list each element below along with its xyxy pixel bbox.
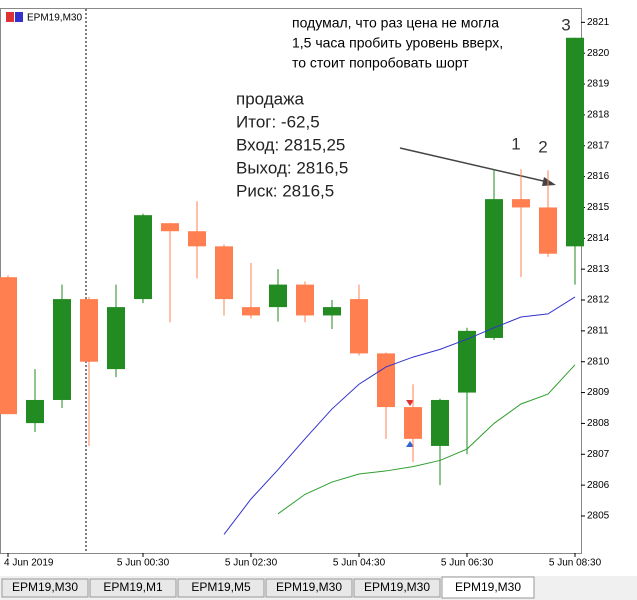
note-text: то стоит попробовать шорт [292, 55, 469, 71]
sell-arrow [406, 400, 414, 406]
candle-body [107, 307, 125, 370]
candle-body [242, 307, 260, 316]
y-tick-label: 2810 [587, 356, 610, 367]
tab [441, 576, 535, 599]
x-tick-label: 5 Jun 06:30 [441, 558, 494, 569]
y-tick-label: 2821 [587, 17, 610, 28]
candle-body [512, 199, 530, 208]
y-tick-label: 2816 [587, 171, 610, 182]
tab-label: EPM19,M30 [455, 580, 521, 594]
annotation-arrow [399, 147, 553, 184]
tab [265, 578, 353, 598]
x-tick-label: 5 Jun 04:30 [333, 558, 386, 569]
tab-label: EPM19,M30 [276, 580, 342, 594]
moving-average [277, 364, 576, 515]
y-tick-label: 2819 [587, 79, 610, 90]
marker-number: 3 [561, 15, 570, 34]
y-tick-label: 2811 [587, 326, 609, 337]
y-tick-label: 2806 [587, 480, 610, 491]
trade-text: Риск: 2816,5 [236, 181, 334, 200]
x-tick-label: 4 Jun 2019 [4, 558, 54, 569]
y-tick-label: 2809 [587, 387, 610, 398]
y-tick-label: 2818 [587, 110, 610, 121]
y-tick-label: 2805 [587, 511, 610, 522]
tab [353, 578, 441, 598]
candle-body [26, 399, 44, 424]
candle-body [350, 299, 368, 354]
y-tick-label: 2812 [587, 295, 610, 306]
y-tick-label: 2817 [587, 140, 610, 151]
y-tick-label: 2808 [587, 418, 610, 429]
candle-body [269, 284, 287, 308]
moving-average [223, 296, 576, 535]
marker-number: 2 [538, 137, 547, 156]
candle-body [53, 299, 71, 400]
y-tick-label: 2807 [587, 449, 610, 460]
note-text: подумал, что раз цена не могла [292, 15, 499, 31]
marker-number: 1 [511, 134, 520, 153]
tab [177, 578, 265, 598]
tab-label: EPM19,M30 [12, 580, 78, 594]
tab [1, 578, 89, 598]
tab-label: EPM19,M30 [364, 580, 430, 594]
buy-arrow [406, 441, 414, 447]
trade-text: Вход: 2815,25 [236, 135, 345, 154]
trade-text: продажа [236, 89, 304, 108]
tab [89, 578, 177, 598]
candle-body [161, 223, 179, 232]
chart-title: EPM19,M30 [27, 13, 82, 24]
tab-label: EPM19,M1 [103, 580, 163, 594]
candle-body [80, 299, 98, 362]
trade-text: Итог: -62,5 [236, 112, 320, 131]
arrowhead [542, 177, 556, 186]
candle-body [431, 399, 449, 446]
candle-body [539, 207, 557, 254]
candle-body [377, 353, 395, 408]
x-tick-label: 5 Jun 00:30 [117, 558, 170, 569]
candle-body [134, 215, 152, 300]
candle-body [323, 307, 341, 316]
trade-text: Выход: 2816,5 [236, 158, 348, 177]
tab-bar: EPM19,M30 EPM19,M1 EPM19,M5 EPM19,M30 EPM19,… [0, 576, 637, 600]
candle-body [485, 199, 503, 338]
symbol-icon [6, 12, 23, 22]
y-tick-label: 2813 [587, 264, 610, 275]
candle-body [404, 407, 422, 439]
y-tick-label: 2815 [587, 202, 610, 213]
candle-body [215, 246, 233, 300]
candle-body [566, 37, 584, 247]
candle-body [296, 284, 314, 316]
candle-body [458, 330, 476, 393]
note-text: 1,5 часа пробить уровень вверх, [292, 35, 503, 51]
x-tick-label: 5 Jun 08:30 [549, 558, 602, 569]
candle-body [0, 277, 17, 415]
tab-label: EPM19,M5 [191, 580, 251, 594]
y-tick-label: 2814 [587, 233, 610, 244]
candle-body [188, 231, 206, 247]
x-tick-label: 5 Jun 02:30 [225, 558, 278, 569]
y-tick-label: 2820 [587, 48, 610, 59]
